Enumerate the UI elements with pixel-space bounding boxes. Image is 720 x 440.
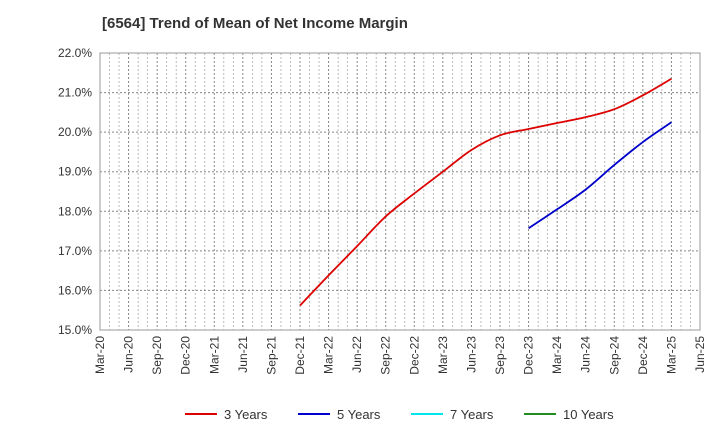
y-tick-label: 20.0% [58, 125, 92, 139]
x-tick-label: Sep-22 [379, 336, 393, 375]
series-lines [299, 77, 672, 307]
x-tick-label: Dec-24 [636, 336, 650, 375]
y-tick-label: 21.0% [58, 86, 92, 100]
legend-label: 7 Years [450, 407, 494, 422]
x-tick-label: Sep-20 [150, 336, 164, 375]
y-axis: 15.0% 16.0% 17.0% 18.0% 19.0% 20.0% 21.0% 22.0% [58, 46, 92, 337]
x-tick-label: Jun-23 [464, 336, 478, 373]
x-tick-label: Mar-25 [664, 336, 678, 374]
legend-label: 5 Years [337, 407, 381, 422]
x-tick-label: Dec-23 [522, 336, 536, 375]
y-tick-label: 18.0% [58, 204, 92, 218]
x-tick-label: Mar-21 [207, 336, 221, 374]
x-tick-label: Dec-22 [407, 336, 421, 375]
series-line-5-years [528, 121, 672, 230]
plot-area [99, 52, 701, 331]
x-tick-label: Jun-25 [693, 336, 707, 373]
x-tick-label: Dec-20 [179, 336, 193, 375]
grid [99, 52, 701, 331]
x-tick-label: Sep-21 [264, 336, 278, 375]
x-tick-label: Jun-24 [579, 336, 593, 373]
legend: 3 Years 5 Years 7 Years 10 Years [185, 407, 614, 422]
y-tick-label: 22.0% [58, 46, 92, 60]
y-tick-label: 17.0% [58, 244, 92, 258]
x-tick-label: Dec-21 [293, 336, 307, 375]
y-tick-label: 15.0% [58, 323, 92, 337]
series-line-3-years [299, 77, 672, 307]
y-tick-label: 19.0% [58, 165, 92, 179]
x-tick-label: Jun-20 [122, 336, 136, 373]
x-tick-label: Mar-24 [550, 336, 564, 374]
x-tick-label: Jun-21 [236, 336, 250, 373]
x-tick-label: Sep-23 [493, 336, 507, 375]
x-axis: Mar-20 Jun-20 Sep-20 Dec-20 Mar-21 Jun-21 Sep-… [93, 336, 707, 375]
y-tick-label: 16.0% [58, 283, 92, 297]
chart-title: [6564] Trend of Mean of Net Income Margi… [102, 15, 408, 32]
legend-label: 3 Years [224, 407, 268, 422]
x-tick-label: Sep-24 [607, 336, 621, 375]
x-tick-label: Mar-23 [436, 336, 450, 374]
legend-label: 10 Years [563, 407, 614, 422]
x-tick-label: Mar-22 [322, 336, 336, 374]
x-tick-label: Jun-22 [350, 336, 364, 373]
x-tick-label: Mar-20 [93, 336, 107, 374]
